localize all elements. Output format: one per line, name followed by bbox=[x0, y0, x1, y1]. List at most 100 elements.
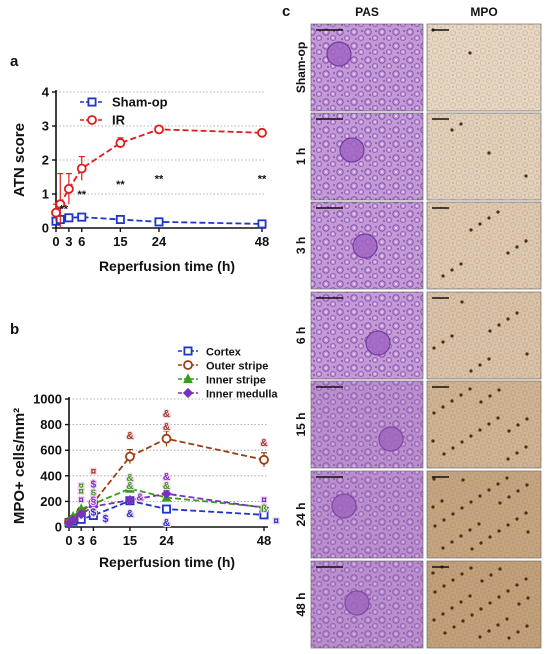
significance-marker: ** bbox=[155, 174, 164, 186]
micrograph-panel: PAS MPO Sham-op 1 h 3 h 6 h 15 h 24 h 48 h bbox=[294, 5, 542, 649]
mpo-positive-cell bbox=[469, 434, 473, 438]
y-tick-label: 200 bbox=[40, 494, 62, 509]
mpo-positive-cell bbox=[524, 239, 528, 243]
series-ir bbox=[51, 124, 267, 228]
x-tick-label: 15 bbox=[123, 533, 137, 548]
legend-marker bbox=[182, 387, 194, 399]
mpo-positive-cell bbox=[469, 369, 473, 373]
mpo-positive-cell bbox=[478, 428, 482, 432]
legend-marker bbox=[183, 346, 193, 356]
mpo-positive-cell bbox=[524, 511, 528, 515]
mpo-positive-cell bbox=[451, 512, 455, 516]
data-point bbox=[161, 488, 172, 499]
legend-item: Cortex bbox=[178, 346, 242, 359]
mpo-positive-cell bbox=[451, 446, 455, 450]
mpo-positive-cell bbox=[450, 334, 454, 338]
mpo-positive-cell bbox=[479, 400, 483, 404]
mpo-positive-cell bbox=[461, 478, 465, 482]
mpo-positive-cell bbox=[524, 174, 528, 178]
data-point bbox=[67, 514, 79, 526]
mpo-positive-cell bbox=[461, 619, 465, 623]
glomerulus-shape bbox=[365, 330, 391, 356]
significance-marker: & bbox=[163, 409, 170, 420]
data-point bbox=[55, 199, 66, 210]
mpo-positive-cell bbox=[489, 573, 493, 577]
row-label: 1 h bbox=[294, 148, 308, 165]
mpo-positive-cell bbox=[477, 522, 481, 526]
data-point bbox=[115, 214, 125, 224]
mpo-positive-cell bbox=[496, 210, 500, 214]
mpo-positive-cell bbox=[525, 624, 529, 628]
mpo-positive-cell bbox=[459, 600, 463, 604]
y-tick-label: 0 bbox=[55, 520, 62, 535]
mpo-positive-cell bbox=[470, 613, 474, 617]
significance-marker: & bbox=[136, 492, 143, 503]
row-label: 48 h bbox=[294, 592, 308, 616]
legend-marker bbox=[87, 115, 97, 125]
mpo-positive-cell bbox=[480, 579, 484, 583]
significance-marker: § bbox=[91, 495, 97, 506]
stain-overlay bbox=[427, 292, 541, 379]
mpo-micrograph bbox=[426, 380, 542, 469]
data-point bbox=[259, 454, 269, 465]
mpo-positive-cell bbox=[470, 547, 474, 551]
x-tick-label: 3 bbox=[78, 533, 85, 548]
mpo-positive-cell bbox=[452, 625, 456, 629]
mpo-positive-cell bbox=[468, 387, 472, 391]
mpo-positive-cell bbox=[505, 617, 509, 621]
significance-marker: ß bbox=[261, 504, 267, 515]
significance-marker: $ bbox=[103, 514, 109, 525]
panel-letter-a: a bbox=[10, 53, 19, 70]
mpo-positive-cell bbox=[469, 566, 473, 570]
mpo-positive-cell bbox=[525, 417, 529, 421]
x-tick-label: 15 bbox=[113, 234, 127, 249]
glomerulus-shape bbox=[326, 41, 352, 67]
significance-marker: ** bbox=[59, 203, 68, 215]
significance-marker: ¤ bbox=[261, 495, 267, 506]
mpo-positive-cell bbox=[468, 594, 472, 598]
series-inner-medulla bbox=[63, 488, 270, 529]
glomerulus-shape bbox=[339, 137, 365, 163]
data-point bbox=[257, 127, 267, 138]
legend-item: Outer stripe bbox=[178, 360, 268, 373]
data-point bbox=[64, 213, 74, 223]
mpo-positive-cell bbox=[488, 535, 492, 539]
legend-item: Inner medulla bbox=[178, 387, 278, 401]
mpo-positive-cell bbox=[459, 122, 463, 126]
panel-letter-b: b bbox=[10, 321, 19, 338]
mpo-positive-cell bbox=[487, 151, 491, 155]
significance-marker: & bbox=[126, 431, 133, 442]
pas-micrograph bbox=[310, 560, 424, 649]
mpo-positive-cell bbox=[431, 571, 435, 575]
legend-label: Inner medulla bbox=[206, 389, 278, 401]
x-tick-label: 6 bbox=[90, 533, 97, 548]
column-header-pas: PAS bbox=[355, 5, 379, 19]
data-point bbox=[258, 502, 270, 513]
pas-micrograph bbox=[310, 470, 424, 559]
significance-marker: ** bbox=[116, 179, 125, 191]
data-point bbox=[88, 501, 99, 512]
micrograph-image bbox=[310, 112, 424, 201]
mpo-positive-cell bbox=[497, 388, 501, 392]
glomerulus-shape bbox=[378, 426, 404, 452]
micrograph-image bbox=[426, 380, 542, 469]
mpo-positive-cell bbox=[497, 595, 501, 599]
mpo-positive-cell bbox=[478, 635, 482, 639]
mpo-positive-cell bbox=[515, 451, 519, 455]
significance-marker: $ bbox=[91, 479, 97, 490]
significance-marker: ** bbox=[258, 174, 267, 186]
mpo-positive-cell bbox=[487, 629, 491, 633]
chart-b-x-axis-label: Reperfusion time (h) bbox=[99, 554, 235, 570]
data-point bbox=[125, 482, 135, 493]
data-point bbox=[154, 124, 164, 135]
mpo-positive-cell bbox=[487, 422, 491, 426]
mpo-positive-cell bbox=[478, 494, 482, 498]
legend-label: IR bbox=[112, 113, 126, 128]
mpo-positive-cell bbox=[524, 445, 528, 449]
mpo-positive-cell bbox=[505, 476, 509, 480]
mpo-micrograph bbox=[426, 23, 542, 112]
mpo-micrograph bbox=[426, 112, 542, 201]
data-point bbox=[76, 509, 87, 520]
mpo-positive-cell bbox=[515, 245, 519, 249]
